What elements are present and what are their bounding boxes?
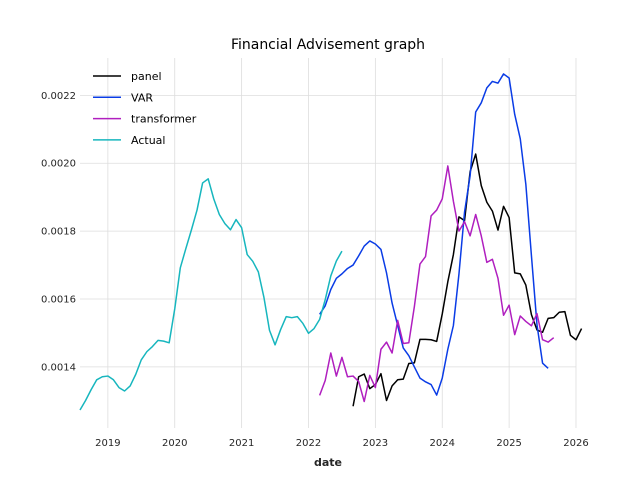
x-tick-label: 2022: [296, 438, 321, 449]
legend-label: VAR: [131, 91, 153, 104]
legend-label: Actual: [131, 134, 165, 147]
series-line-var: [319, 73, 549, 396]
x-tick-label: 2024: [430, 438, 455, 449]
legend-label: transformer: [131, 113, 197, 126]
series-layer: [79, 73, 583, 411]
legend-label: panel: [131, 70, 162, 83]
x-tick-label: 2025: [496, 438, 521, 449]
chart-title: Financial Advisement graph: [231, 37, 425, 53]
grid: [80, 58, 577, 428]
x-tick-label: 2021: [229, 438, 254, 449]
y-tick-label: 0.0016: [41, 295, 76, 306]
series-line-actual: [79, 178, 343, 411]
x-tick-label: 2026: [563, 438, 588, 449]
x-tick-label: 2020: [162, 438, 187, 449]
x-axis-title: date: [314, 456, 342, 469]
legend: panel VAR transformer Actual: [93, 70, 197, 147]
y-tick-label: 0.0014: [41, 362, 76, 373]
x-tick-label: 2023: [363, 438, 388, 449]
y-tick-label: 0.0020: [41, 159, 76, 170]
y-axis-ticks: 0.0014 0.0016 0.0018 0.0020 0.0022: [41, 91, 76, 374]
y-tick-label: 0.0022: [41, 91, 76, 102]
x-tick-label: 2019: [95, 438, 120, 449]
y-tick-label: 0.0018: [41, 227, 76, 238]
series-line-transformer: [318, 165, 555, 403]
x-axis-ticks: 2019 2020 2021 2022 2023 2024 2025 2026: [95, 438, 589, 449]
